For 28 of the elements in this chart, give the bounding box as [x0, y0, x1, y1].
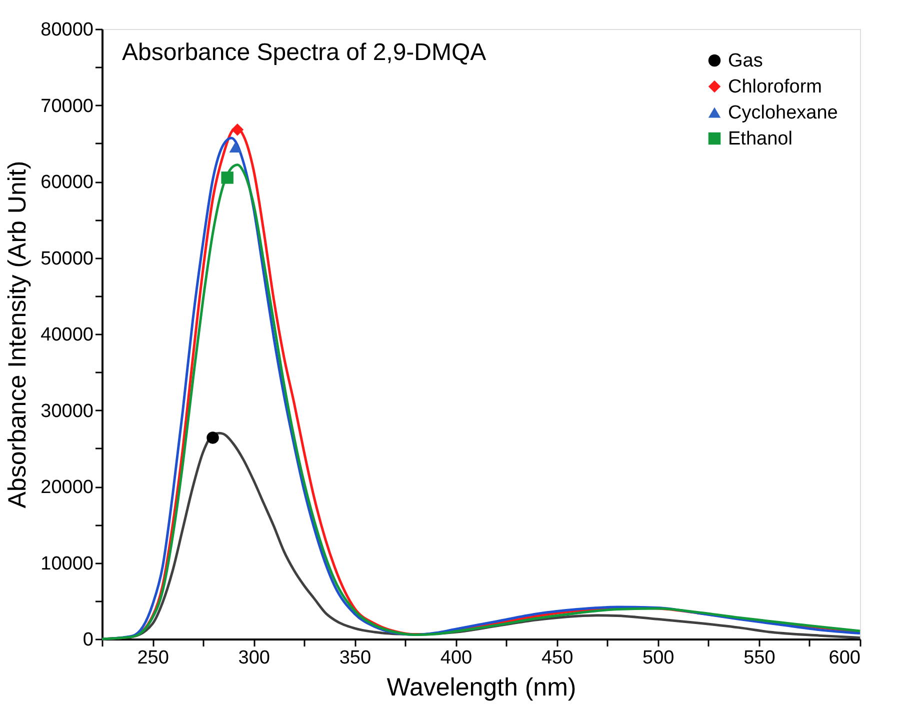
x-tick-label: 550	[744, 648, 776, 668]
y-tick-label: 80000	[40, 20, 94, 40]
x-axis-title: Wavelength (nm)	[386, 674, 576, 702]
y-axis-title: Absorbance Intensity (Arb Unit)	[4, 160, 32, 508]
x-tick-label: 500	[642, 648, 674, 668]
y-tick-label: 30000	[40, 400, 94, 422]
point	[231, 124, 244, 136]
y-tick-label: 40000	[40, 324, 94, 346]
y-tick-label: 50000	[40, 248, 94, 270]
legend-label: Ethanol	[728, 128, 792, 150]
legend-label: Chloroform	[728, 76, 822, 98]
legend-label: Gas	[728, 50, 763, 72]
point	[229, 142, 242, 152]
chart-title: Absorbance Spectra of 2,9-DMQA	[122, 39, 486, 66]
y-tick-label: 60000	[40, 172, 94, 193]
x-tick-label: 350	[339, 648, 372, 668]
x-tick-label: 400	[440, 648, 472, 668]
x-tick-label: 600	[828, 648, 860, 668]
x-tick-label: 250	[137, 648, 169, 668]
y-tick-label: 0	[82, 630, 94, 650]
y-tick-label: 10000	[40, 553, 94, 574]
x-tick-label: 300	[238, 648, 270, 668]
point	[206, 432, 219, 444]
legend-label: Cyclohexane	[728, 102, 838, 124]
point	[221, 172, 234, 184]
x-tick-label: 450	[541, 648, 574, 668]
y-tick-label: 70000	[40, 96, 94, 117]
y-tick-label: 20000	[40, 477, 94, 498]
